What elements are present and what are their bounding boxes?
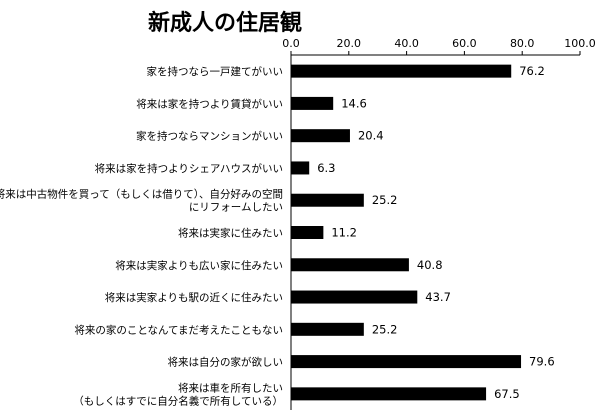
x-tick-label: 20.0 — [337, 37, 362, 50]
data-label: 25.2 — [372, 322, 398, 336]
data-label: 67.5 — [494, 387, 520, 401]
x-axis: 0.0 20.0 40.0 60.0 80.0 100.0 — [282, 37, 596, 410]
category-label: 将来の家のことなんてまだ考えたこともない — [74, 323, 283, 336]
bar — [291, 258, 409, 272]
x-tick-label: 40.0 — [394, 37, 419, 50]
category-label: 将来は家を持つより賃貸がいい — [136, 97, 283, 110]
category-labels: 家を持つなら一戸建てがいい将来は家を持つより賃貸がいい家を持つならマンションがい… — [0, 65, 283, 407]
value-labels: 76.2 14.6 20.4 6.3 25.2 11.2 40.8 43.7 25.2 79.6 6… — [317, 64, 554, 401]
data-label: 20.4 — [358, 129, 384, 143]
bar — [291, 129, 350, 143]
category-label: 将来は自分の家が欲しい — [168, 356, 284, 369]
x-tick-label: 100.0 — [564, 37, 596, 50]
data-label: 6.3 — [317, 161, 335, 175]
bar — [291, 161, 310, 175]
bar — [291, 355, 522, 369]
category-label: 将来は実家よりも広い家に住みたい — [115, 259, 283, 272]
category-label: 家を持つなら一戸建てがいい — [147, 65, 284, 78]
bar — [291, 322, 364, 336]
bars — [291, 64, 522, 401]
x-tick-label: 0.0 — [282, 37, 300, 50]
data-label: 11.2 — [331, 226, 357, 240]
category-label: 家を持つならマンションがいい — [136, 130, 283, 143]
category-label: 将来は実家に住みたい — [178, 227, 283, 240]
category-label: 将来は実家よりも駅の近くに住みたい — [105, 291, 283, 304]
bar — [291, 96, 334, 110]
bar — [291, 193, 364, 207]
chart-title: 新成人の住居観 — [148, 10, 302, 36]
x-tick-label: 60.0 — [452, 37, 477, 50]
x-tick-label: 80.0 — [510, 37, 535, 50]
bar — [291, 387, 487, 401]
bar — [291, 290, 418, 304]
data-label: 25.2 — [372, 193, 398, 207]
category-label: 将来は家を持つよりシェアハウスがいい — [95, 162, 283, 175]
data-label: 76.2 — [519, 64, 545, 78]
category-label: 将来は車を所有したい（もしくはすでに自分名義で所有している） — [73, 381, 283, 407]
category-label: 将来は中古物件を買って（もしくは借りて）、自分好みの空間にリフォームしたい — [0, 188, 283, 214]
data-label: 79.6 — [529, 355, 555, 369]
bar — [291, 226, 324, 239]
data-label: 40.8 — [417, 258, 443, 272]
bar — [291, 64, 512, 78]
data-label: 43.7 — [425, 290, 451, 304]
data-label: 14.6 — [341, 96, 367, 110]
